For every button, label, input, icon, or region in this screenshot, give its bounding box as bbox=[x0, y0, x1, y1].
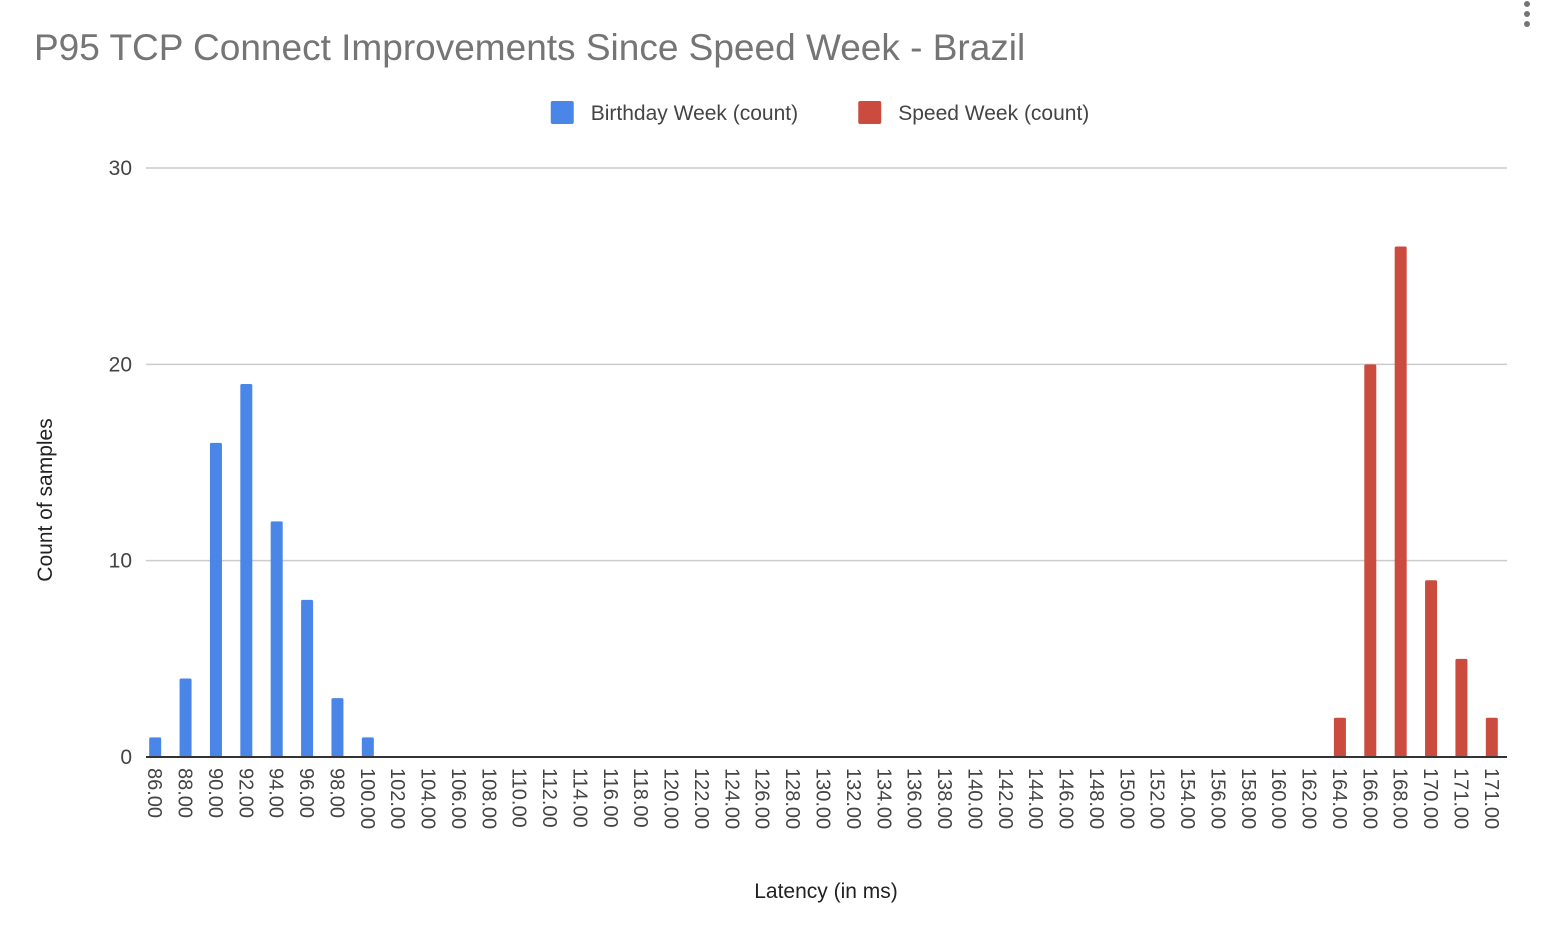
x-tick-label: 86.00 bbox=[143, 768, 165, 818]
bar bbox=[1364, 364, 1377, 757]
x-tick-label: 136.00 bbox=[903, 768, 925, 829]
legend-swatch bbox=[550, 101, 574, 124]
bar bbox=[1333, 717, 1346, 757]
x-tick-label: 122.00 bbox=[690, 768, 712, 829]
x-tick-label: 158.00 bbox=[1237, 768, 1259, 829]
legend-label: Birthday Week (count) bbox=[591, 102, 798, 125]
x-tick-label: 128.00 bbox=[781, 768, 803, 829]
x-tick-label: 152.00 bbox=[1146, 768, 1168, 829]
bar bbox=[209, 442, 222, 757]
bar bbox=[270, 521, 283, 757]
y-tick-label: 30 bbox=[109, 157, 132, 180]
x-tick-label: 134.00 bbox=[872, 768, 894, 829]
x-tick-label: 114.00 bbox=[568, 768, 590, 828]
menu-dot[interactable] bbox=[1524, 21, 1530, 27]
x-tick-label: 171.00 bbox=[1480, 768, 1502, 829]
x-tick-label: 126.00 bbox=[751, 768, 773, 829]
bar bbox=[1394, 246, 1407, 758]
x-tick-label: 140.00 bbox=[963, 768, 985, 829]
x-tick-label: 148.00 bbox=[1085, 768, 1107, 829]
bar bbox=[1485, 717, 1498, 757]
x-tick-label: 118.00 bbox=[629, 768, 651, 828]
x-tick-label: 110.00 bbox=[508, 768, 530, 828]
x-tick-label: 150.00 bbox=[1115, 768, 1137, 829]
x-tick-label: 96.00 bbox=[295, 768, 317, 818]
x-tick-label: 94.00 bbox=[265, 768, 287, 818]
x-tick-label: 104.00 bbox=[417, 768, 439, 829]
bar bbox=[301, 599, 314, 757]
bar bbox=[240, 383, 253, 757]
y-axis-label: Count of samples bbox=[34, 418, 57, 581]
bar bbox=[361, 737, 374, 757]
x-tick-label: 130.00 bbox=[812, 768, 834, 829]
x-tick-label: 120.00 bbox=[660, 768, 682, 829]
legend-label: Speed Week (count) bbox=[898, 102, 1089, 125]
x-tick-label: 132.00 bbox=[842, 768, 864, 829]
x-tick-label: 146.00 bbox=[1055, 768, 1077, 829]
x-tick-label: 102.00 bbox=[386, 768, 408, 829]
x-tick-label: 124.00 bbox=[720, 768, 742, 829]
x-tick-label: 116.00 bbox=[599, 768, 621, 828]
x-tick-label: 92.00 bbox=[234, 768, 256, 818]
x-tick-label: 156.00 bbox=[1206, 768, 1228, 829]
x-tick-label: 90.00 bbox=[204, 768, 226, 818]
x-tick-label: 166.00 bbox=[1358, 768, 1380, 829]
x-tick-label: 142.00 bbox=[994, 768, 1016, 829]
bar bbox=[149, 737, 162, 757]
y-tick-label: 10 bbox=[109, 550, 132, 573]
x-tick-label: 138.00 bbox=[933, 768, 955, 829]
y-tick-label: 0 bbox=[120, 746, 132, 769]
y-tick-label: 20 bbox=[109, 353, 132, 376]
x-tick-label: 162.00 bbox=[1298, 768, 1320, 829]
x-tick-label: 98.00 bbox=[325, 768, 347, 818]
x-tick-label: 108.00 bbox=[477, 768, 499, 829]
x-tick-label: 88.00 bbox=[174, 768, 196, 818]
bar bbox=[1425, 580, 1438, 757]
legend-swatch bbox=[858, 101, 882, 124]
bar bbox=[1455, 658, 1468, 757]
x-tick-label: 144.00 bbox=[1024, 768, 1046, 829]
menu-icon[interactable] bbox=[1524, 1, 1530, 27]
bar bbox=[331, 698, 344, 757]
x-tick-label: 100.00 bbox=[356, 768, 378, 829]
bar bbox=[179, 678, 192, 757]
x-tick-label: 106.00 bbox=[447, 768, 469, 829]
x-tick-label: 164.00 bbox=[1328, 768, 1350, 829]
x-tick-label: 112.00 bbox=[538, 768, 560, 828]
chart-title: P95 TCP Connect Improvements Since Speed… bbox=[34, 27, 1025, 68]
x-tick-label: 168.00 bbox=[1389, 768, 1411, 829]
menu-dot[interactable] bbox=[1524, 1, 1530, 7]
x-tick-label: 170.00 bbox=[1419, 768, 1441, 829]
x-tick-label: 154.00 bbox=[1176, 768, 1198, 829]
x-axis-label: Latency (in ms) bbox=[754, 880, 898, 903]
x-tick-label: 160.00 bbox=[1267, 768, 1289, 829]
menu-dot[interactable] bbox=[1524, 11, 1530, 17]
x-tick-label: 171.00 bbox=[1449, 768, 1471, 829]
